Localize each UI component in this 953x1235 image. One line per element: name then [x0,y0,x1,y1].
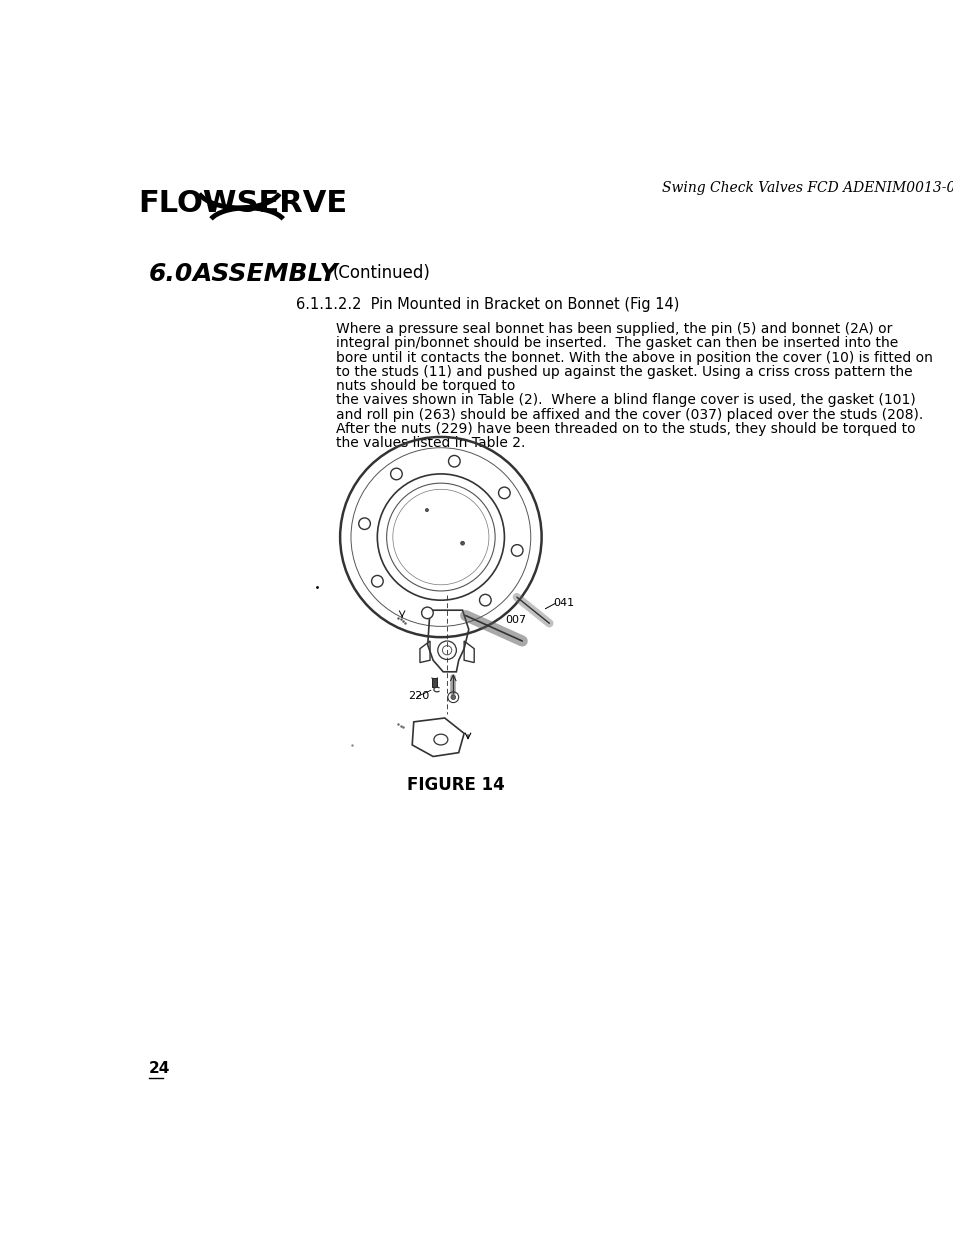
Circle shape [425,509,428,511]
Text: FLOWSERVE: FLOWSERVE [138,189,348,219]
Text: 220: 220 [408,692,429,701]
Text: and roll pin (263) should be affixed and the cover (037) placed over the studs (: and roll pin (263) should be affixed and… [335,408,923,421]
Circle shape [451,695,456,699]
Text: Where a pressure seal bonnet has been supplied, the pin (5) and bonnet (2A) or: Where a pressure seal bonnet has been su… [335,322,892,336]
Circle shape [498,487,510,499]
Polygon shape [432,678,436,687]
Text: to the studs (11) and pushed up against the gasket. Using a criss cross pattern : to the studs (11) and pushed up against … [335,366,912,379]
Text: nuts should be torqued to: nuts should be torqued to [335,379,515,393]
Circle shape [371,576,383,587]
Text: bore until it contacts the bonnet. With the above in position the cover (10) is : bore until it contacts the bonnet. With … [335,351,932,364]
Circle shape [511,545,522,556]
Circle shape [448,456,459,467]
Text: After the nuts (229) have been threaded on to the studs, they should be torqued : After the nuts (229) have been threaded … [335,422,915,436]
Text: the vaives shown in Table (2).  Where a blind flange cover is used, the gasket (: the vaives shown in Table (2). Where a b… [335,394,915,408]
Text: 24: 24 [149,1061,170,1076]
Circle shape [390,468,402,479]
Text: FIGURE 14: FIGURE 14 [407,776,505,794]
Text: 6.0: 6.0 [149,262,193,287]
Text: 007: 007 [505,615,526,625]
Text: 6.1.1.2.2  Pin Mounted in Bracket on Bonnet (Fig 14): 6.1.1.2.2 Pin Mounted in Bracket on Bonn… [295,296,679,311]
Text: ASSEMBLY: ASSEMBLY [193,262,338,287]
Text: (Continued): (Continued) [332,264,430,282]
Text: 041: 041 [553,598,574,608]
Text: Swing Check Valves FCD ADENIM0013-00: Swing Check Valves FCD ADENIM0013-00 [661,182,953,195]
Circle shape [460,541,464,545]
Text: the values listed in Table 2.: the values listed in Table 2. [335,436,525,451]
Circle shape [479,594,491,606]
Circle shape [358,517,370,530]
Text: integral pin/bonnet should be inserted.  The gasket can then be inserted into th: integral pin/bonnet should be inserted. … [335,336,898,351]
Circle shape [421,608,433,619]
